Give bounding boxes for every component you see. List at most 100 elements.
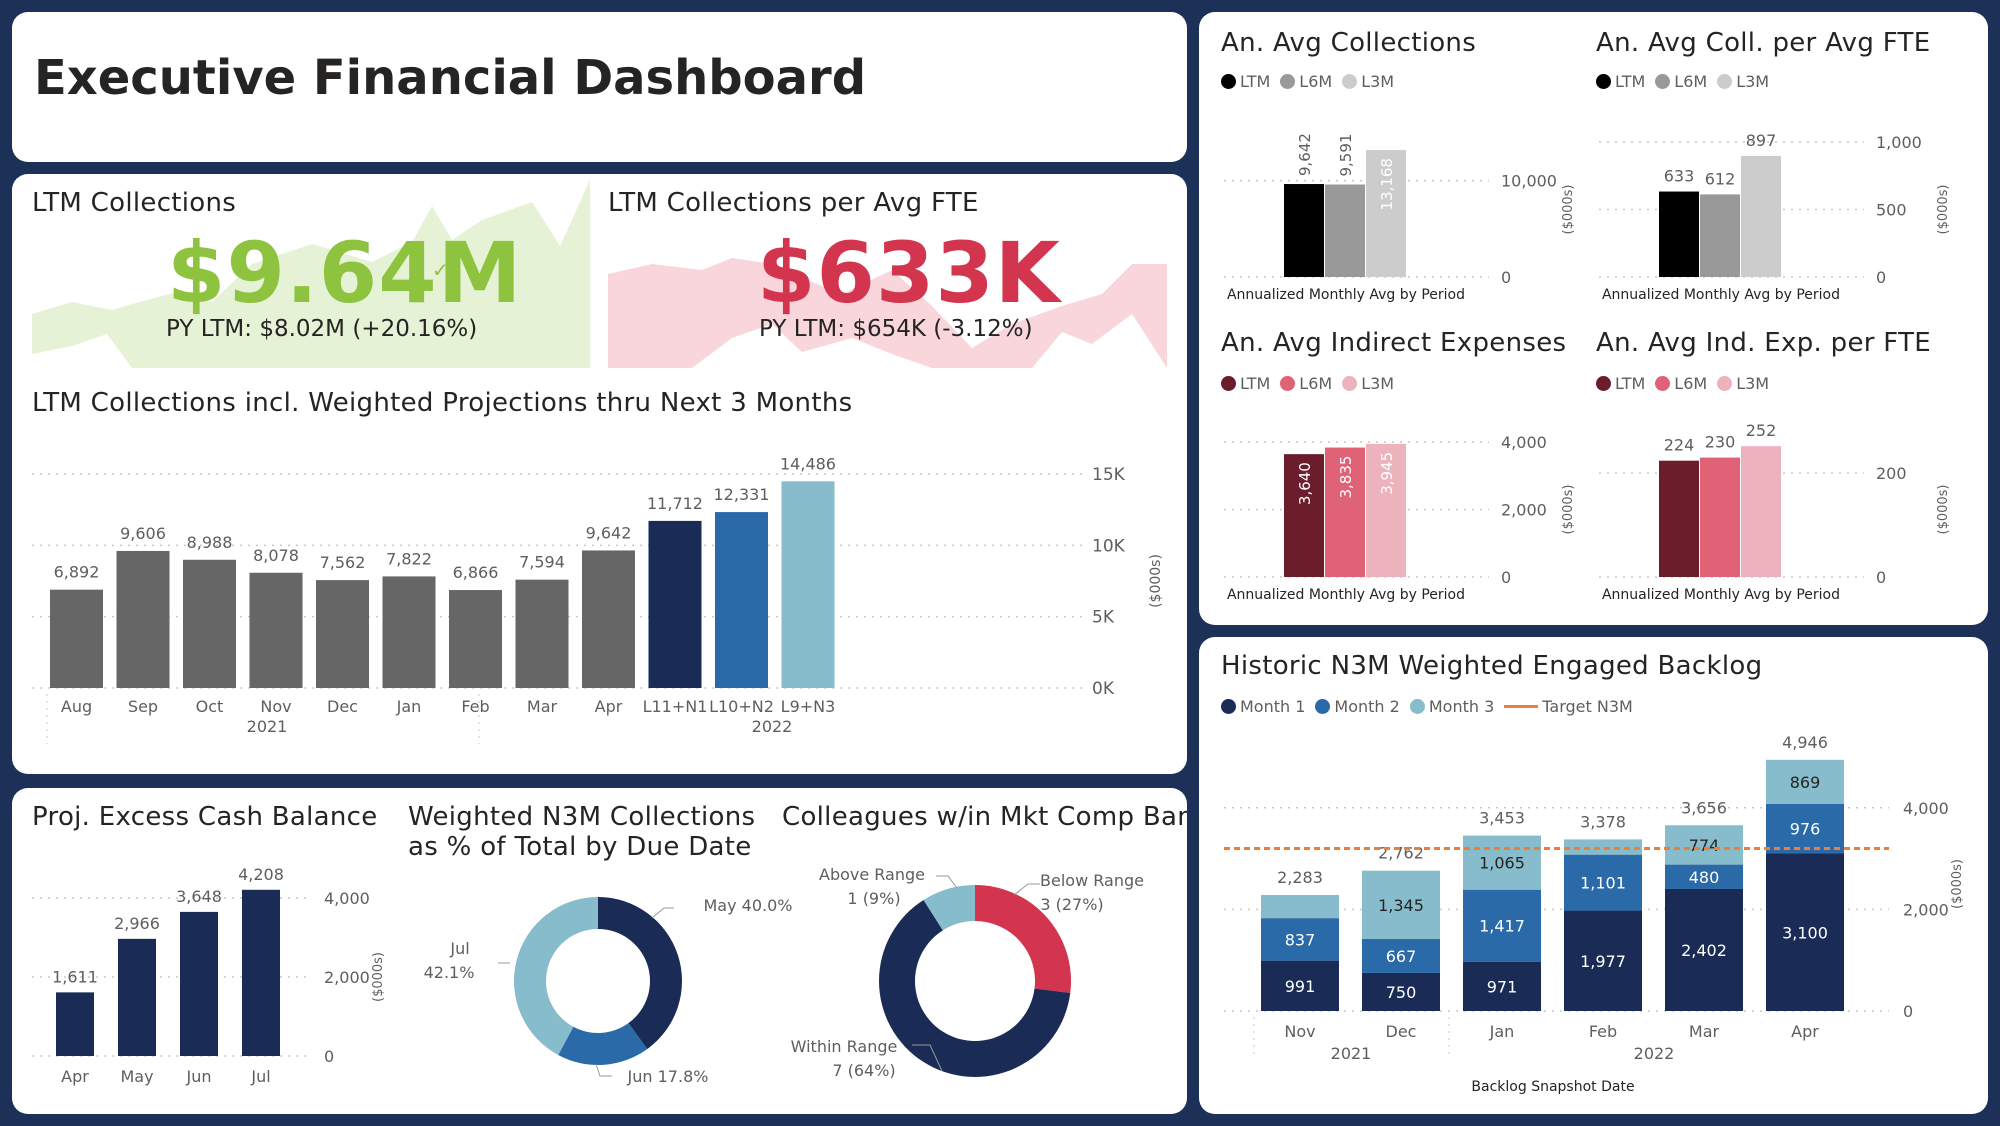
segment-Dec-month-1	[1362, 972, 1440, 1011]
segment-Feb-month-1	[1564, 910, 1642, 1011]
segment-Jan-month-2	[1463, 889, 1541, 962]
segment-Feb-month-2	[1564, 854, 1642, 911]
x-axis-label: Backlog Snapshot Date	[1471, 1079, 1634, 1095]
segment-label: 667	[1386, 947, 1417, 966]
slice-label-above-count: 1 (9%)	[847, 889, 900, 908]
bar-Aug	[50, 589, 103, 688]
legend-l6m: L6M	[1280, 72, 1332, 91]
bar-LTM	[1284, 454, 1324, 577]
ltm-collections-title: LTM Collections	[32, 188, 237, 218]
leader-line	[1013, 883, 1040, 896]
bar-Jun	[180, 911, 218, 1056]
avg-collections-legend: LTM L6M L3M	[1221, 72, 1394, 91]
alert-icon: !	[1004, 258, 1013, 282]
excess-cash-title: Proj. Excess Cash Balance	[32, 802, 378, 832]
total-label: 3,453	[1479, 809, 1525, 828]
legend-month-1: Month 1	[1221, 697, 1305, 716]
collections-card: LTM Collections LTM Collections per Avg …	[12, 174, 1187, 774]
leader-line	[936, 875, 958, 889]
x-tick-label: L10+N2	[709, 697, 774, 716]
data-label: 4,208	[238, 865, 284, 884]
data-label: 3,640	[1296, 462, 1314, 505]
segment-label: 991	[1285, 977, 1316, 996]
n3m-due-title-text: Weighted N3M Collections as % of Total b…	[408, 802, 756, 862]
legend-l6m: L6M	[1280, 374, 1332, 393]
year-label: 2022	[752, 717, 793, 736]
comp-band-title: Colleagues w/in Mkt Comp Band	[782, 802, 1187, 832]
ltm-per-fte-py: PY LTM: $654K (-3.12%)	[759, 316, 1033, 342]
comp-band-slice-2	[923, 885, 975, 931]
avg-ind-fte-legend: LTM L6M L3M	[1596, 374, 1769, 393]
segment-Mar-month-2	[1665, 864, 1743, 889]
n3m-due-slice-0	[598, 897, 682, 1050]
backlog-card: Historic N3M Weighted Engaged Backlog Mo…	[1199, 637, 1988, 1114]
header-card: Executive Financial Dashboard	[12, 12, 1187, 162]
segment-label: 1,345	[1378, 896, 1424, 915]
avg-collections-title: An. Avg Collections	[1221, 28, 1477, 58]
year-label: 2021	[1331, 1044, 1372, 1063]
leader-line	[912, 1044, 943, 1072]
avg-ind-fte-title: An. Avg Ind. Exp. per FTE	[1596, 328, 1932, 358]
x-tick-label: L9+N3	[781, 697, 836, 716]
x-tick-label: Aug	[61, 697, 92, 716]
segment-label: 869	[1790, 773, 1821, 792]
x-tick-label: Oct	[196, 697, 224, 716]
y-axis-label: ($000s)	[1148, 554, 1164, 608]
bar-Dec	[316, 580, 369, 688]
data-label: 252	[1746, 421, 1777, 440]
x-axis-label: Annualized Monthly Avg by Period	[1602, 587, 1840, 603]
check-icon: ✓	[432, 258, 449, 282]
bar-May	[118, 938, 156, 1056]
data-label: 8,988	[187, 533, 233, 552]
leader-line	[651, 907, 674, 919]
data-label: 3,835	[1337, 456, 1355, 499]
bar-Apr	[582, 550, 635, 688]
y-axis-label: ($000s)	[1561, 484, 1576, 534]
segment-label: 1,065	[1479, 854, 1525, 873]
total-label: 3,656	[1681, 798, 1727, 817]
bar-L9+N3	[781, 481, 835, 688]
x-tick-label: Jan	[1489, 1022, 1515, 1041]
data-label: 9,606	[120, 524, 166, 543]
segment-Jan-month-1	[1463, 961, 1541, 1011]
y-axis-label: ($000s)	[1936, 184, 1951, 234]
collections-sparkline	[32, 180, 590, 368]
x-tick-label: Dec	[327, 697, 358, 716]
y-axis-label: ($000s)	[371, 952, 386, 1002]
segment-Dec-month-3	[1362, 870, 1440, 940]
leader-line	[595, 1063, 612, 1077]
bar-LTM	[1659, 191, 1699, 277]
bar-Jul	[242, 889, 280, 1056]
data-label: 14,486	[780, 454, 836, 473]
y-axis-label: ($000s)	[1950, 859, 1965, 909]
data-label: 12,331	[714, 485, 770, 504]
x-axis-label: Annualized Monthly Avg by Period	[1227, 587, 1465, 603]
ltm-projection-chart: 0K 5K 10K 15K ($000s) 6,892 Aug 9,606 Sep 8,988 Oc…	[32, 454, 1164, 744]
legend-target: Target N3M	[1504, 697, 1633, 716]
slice-label-may: May 40.0%	[704, 896, 793, 915]
data-label: 9,591	[1337, 134, 1355, 177]
n3m-due-slice-1	[558, 1023, 648, 1065]
segment-label: 1,417	[1479, 917, 1525, 936]
segment-label: 971	[1487, 977, 1518, 996]
bar-L3M	[1366, 443, 1406, 577]
data-label: 224	[1664, 436, 1695, 455]
segment-label: 1,101	[1580, 874, 1626, 893]
ltm-projection-title: LTM Collections incl. Weighted Projectio…	[32, 388, 853, 418]
averages-charts: 0 10,000 ($000s) 9,642 9,591 13,168 Annualized…	[1224, 131, 1951, 603]
n3m-due-title: Weighted N3M Collections as % of Total b…	[408, 802, 768, 862]
ltm-collections-value: $9.64M	[167, 224, 523, 322]
legend-month-2: Month 2	[1315, 697, 1400, 716]
y-tick-label: 10,000	[1501, 172, 1557, 191]
x-tick-label: Dec	[1386, 1022, 1417, 1041]
segment-label: 750	[1386, 983, 1417, 1002]
legend-l3m: L3M	[1342, 72, 1394, 91]
data-label: 3,945	[1378, 452, 1396, 495]
ltm-per-fte-title: LTM Collections per Avg FTE	[608, 188, 979, 218]
bar-Sep	[116, 550, 170, 688]
x-axis-label: Annualized Monthly Avg by Period	[1227, 287, 1465, 303]
bar-L6M	[1325, 184, 1365, 277]
data-label: 897	[1746, 131, 1777, 150]
slice-label-jul: Jul	[449, 939, 469, 958]
bar-L10+N2	[715, 512, 768, 688]
